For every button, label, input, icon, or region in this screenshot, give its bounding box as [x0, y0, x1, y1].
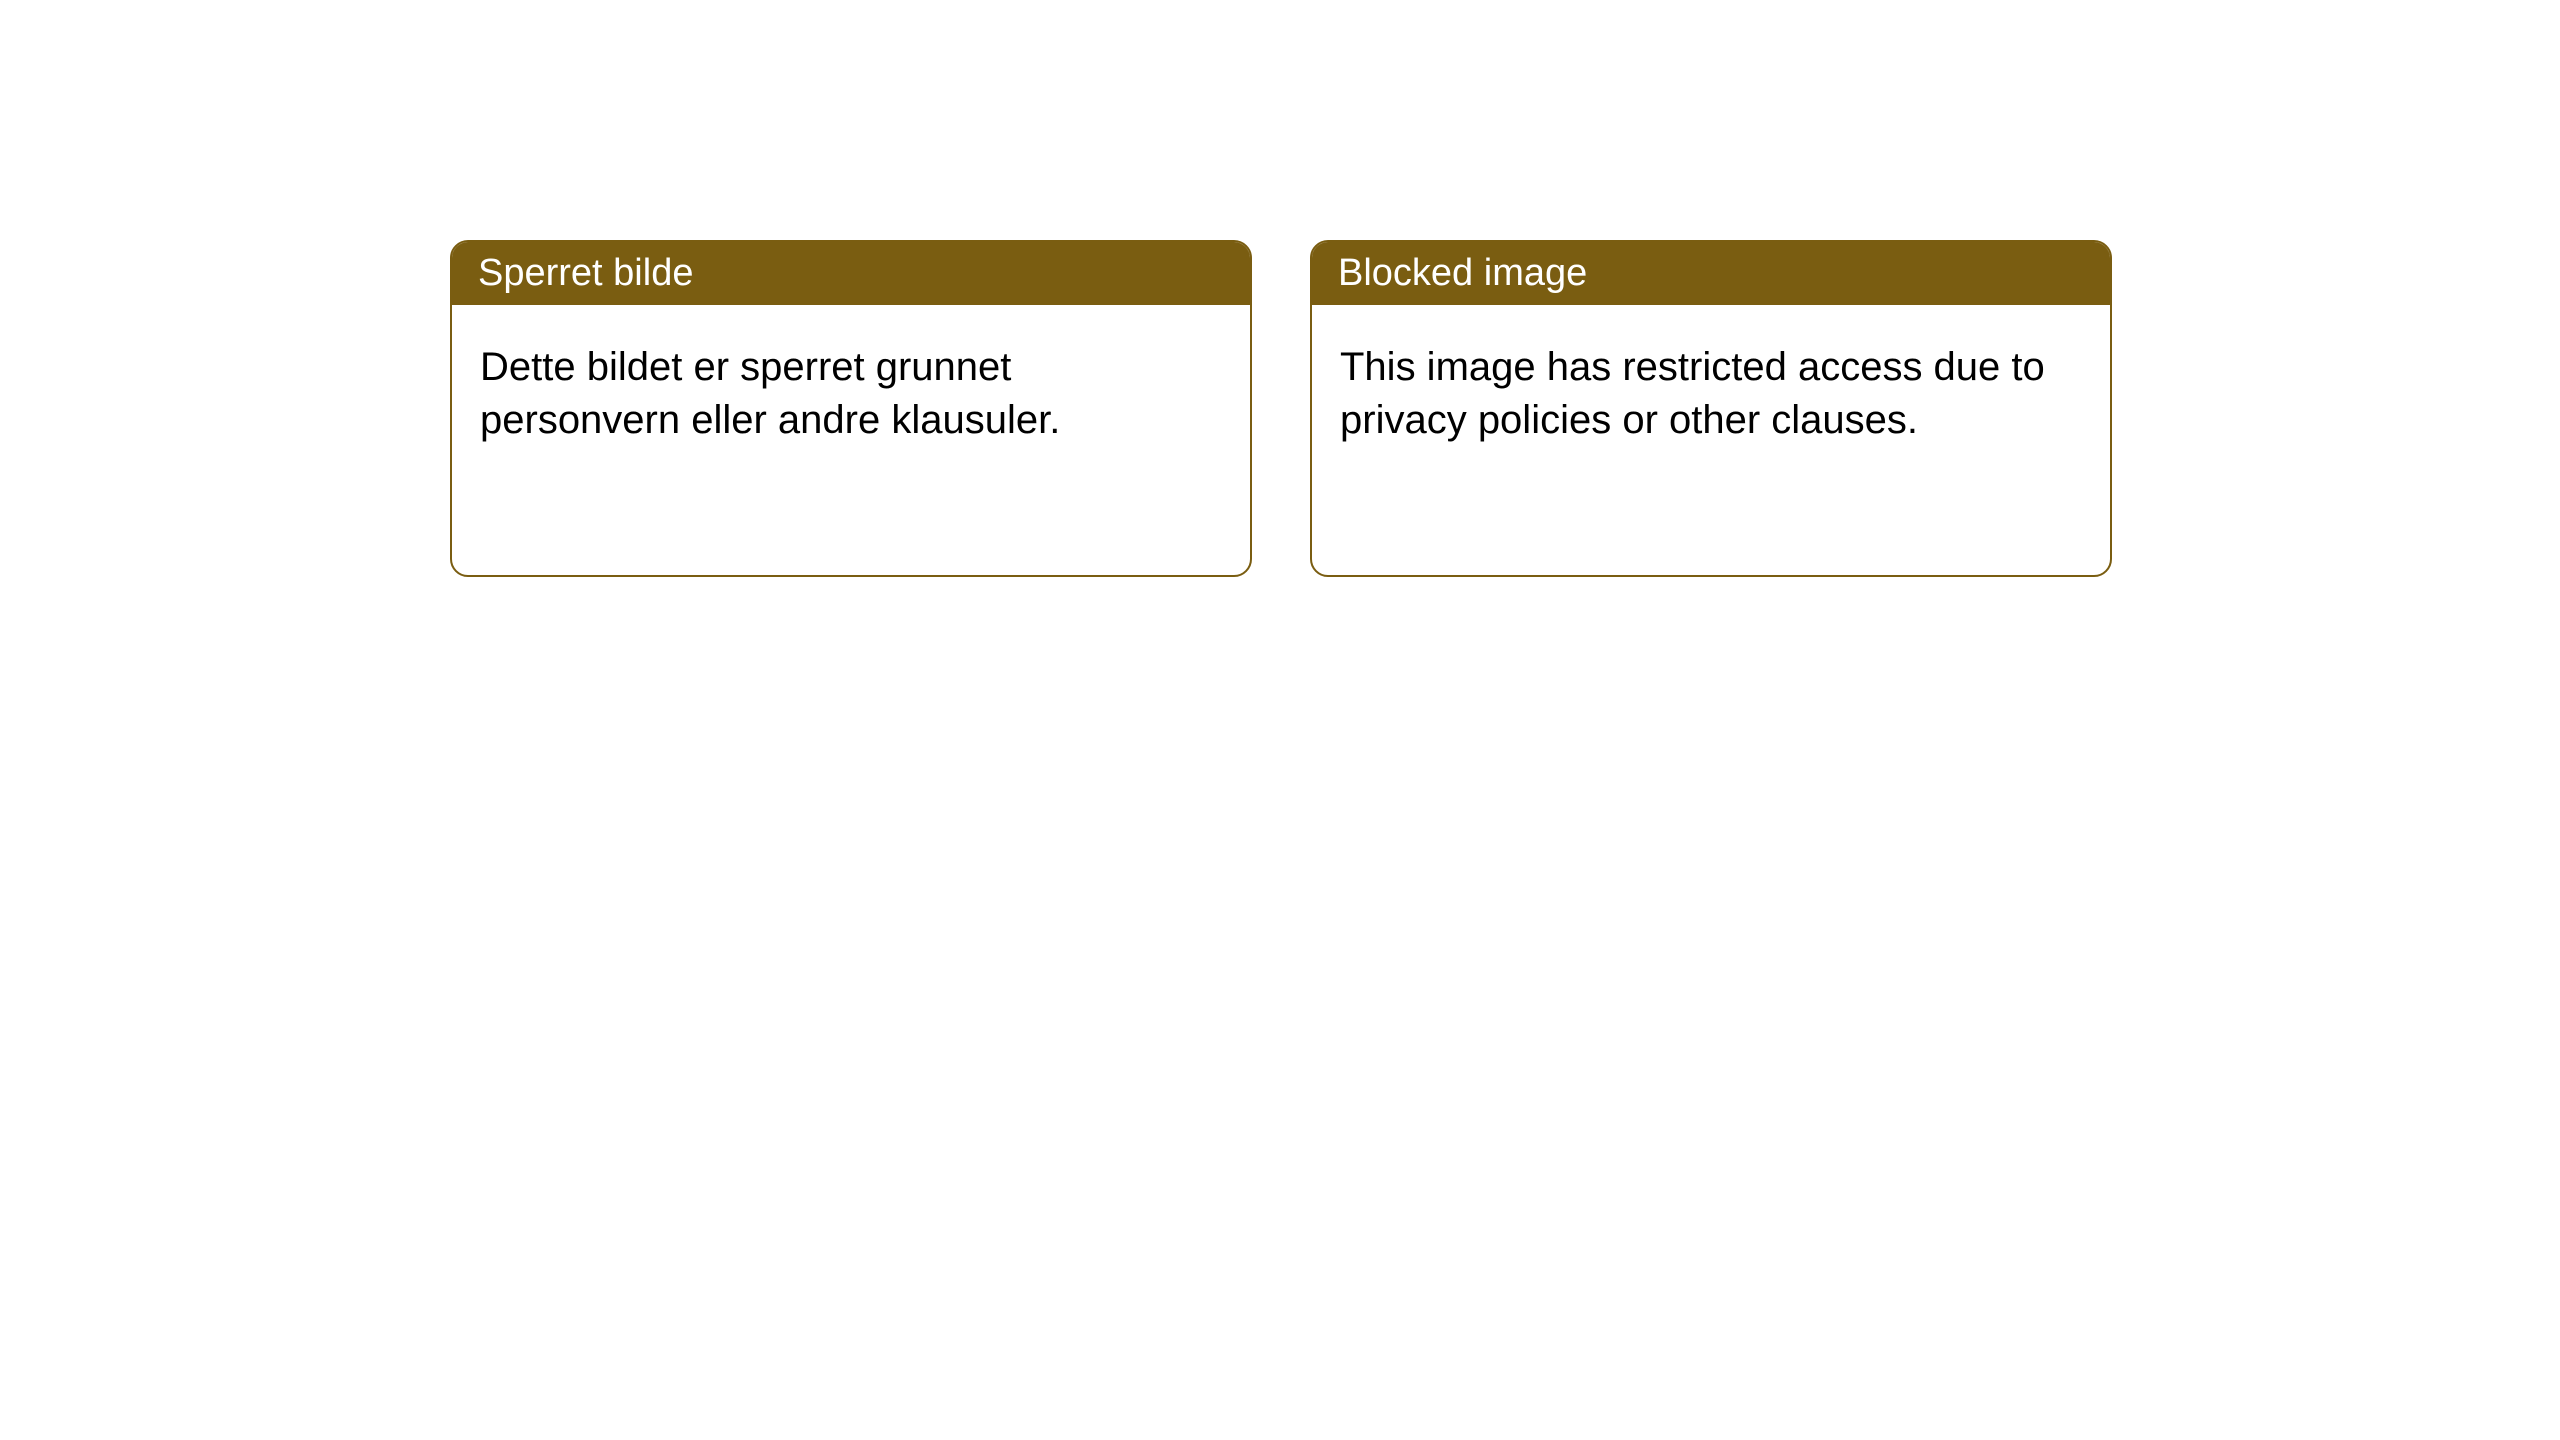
notice-card-header: Sperret bilde [452, 242, 1250, 305]
notice-card-body: Dette bildet er sperret grunnet personve… [452, 305, 1250, 575]
notice-card-english: Blocked image This image has restricted … [1310, 240, 2112, 577]
notice-cards-container: Sperret bilde Dette bildet er sperret gr… [0, 0, 2560, 577]
notice-card-norwegian: Sperret bilde Dette bildet er sperret gr… [450, 240, 1252, 577]
notice-card-header: Blocked image [1312, 242, 2110, 305]
notice-card-body: This image has restricted access due to … [1312, 305, 2110, 575]
